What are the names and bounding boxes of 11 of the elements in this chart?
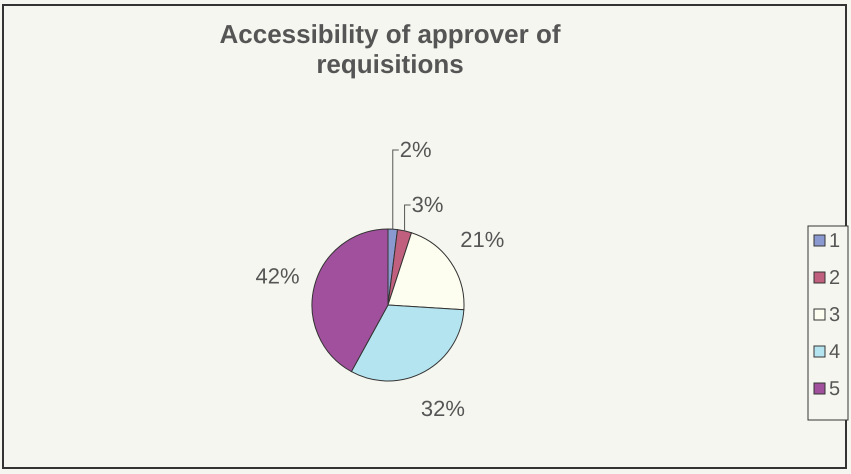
chart-title: Accessibility of approver of requisitions (220, 19, 561, 79)
legend-label: 4 (829, 341, 840, 363)
data-label: 3% (412, 192, 444, 217)
legend-label: 3 (829, 304, 840, 326)
legend-label: 1 (829, 230, 840, 252)
data-label: 21% (460, 226, 504, 252)
data-label: 2% (400, 137, 432, 162)
data-label: 42% (256, 264, 300, 289)
data-label: 32% (420, 396, 465, 422)
legend-label: 2 (829, 267, 840, 289)
legend-label: 5 (829, 378, 840, 400)
